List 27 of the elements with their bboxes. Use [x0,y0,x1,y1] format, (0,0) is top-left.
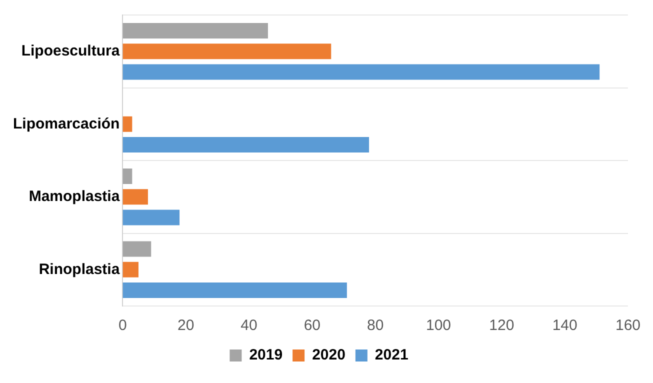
bar [122,282,347,298]
y-tick-label: Rinoplastia [38,260,120,278]
bar [122,210,180,226]
bar [122,262,138,278]
x-tick-label: 120 [489,317,514,334]
bar [122,23,268,38]
legend-label: 2019 [249,346,283,364]
bar [122,64,600,80]
y-tick-label: Mamoplastia [28,188,120,206]
x-tick-label: 0 [118,317,127,334]
x-tick-label: 20 [178,317,194,334]
x-tick-label: 140 [552,317,578,334]
bar [122,116,132,132]
bar [122,137,370,152]
bar [122,241,152,257]
x-tick-label: 40 [240,317,258,334]
bar [122,44,332,60]
legend-label: 2020 [312,346,346,364]
y-tick-label: Lipomarcación [12,115,120,132]
x-tick-label: 160 [615,317,641,334]
x-tick-label: 80 [367,317,384,334]
bar [122,189,148,205]
x-tick-label: 100 [426,317,452,334]
y-tick-label: Lipoescultura [21,42,120,60]
bar [122,168,132,184]
legend-label: 2021 [374,346,408,364]
x-tick-label: 60 [304,317,321,334]
